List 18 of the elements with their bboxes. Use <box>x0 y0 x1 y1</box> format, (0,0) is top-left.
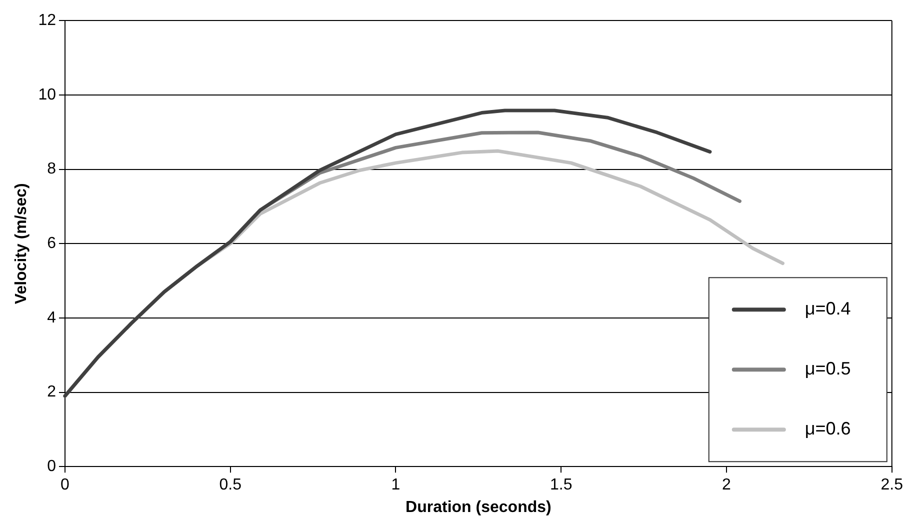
x-tick-label: 2 <box>722 476 732 494</box>
x-axis-title: Duration (seconds) <box>406 498 552 516</box>
y-axis-title: Velocity (m/sec) <box>13 183 30 304</box>
legend-label: μ=0.6 <box>804 418 851 439</box>
x-tick-label: 2.5 <box>880 476 904 494</box>
legend-label: μ=0.5 <box>804 358 851 379</box>
legend-label: μ=0.4 <box>804 298 851 319</box>
y-tick-label: 2 <box>47 384 56 401</box>
y-tick-label: 8 <box>47 160 56 178</box>
y-tick-label: 12 <box>38 12 56 30</box>
y-tick-label: 0 <box>47 458 56 476</box>
x-tick-label: 0 <box>60 476 70 494</box>
y-tick-label: 10 <box>38 86 56 104</box>
x-tick-label: 0.5 <box>219 476 242 494</box>
x-tick-label: 1.5 <box>550 476 572 494</box>
x-tick-label: 1 <box>391 476 400 494</box>
y-tick-label: 4 <box>47 309 56 326</box>
y-tick-label: 6 <box>47 235 56 252</box>
